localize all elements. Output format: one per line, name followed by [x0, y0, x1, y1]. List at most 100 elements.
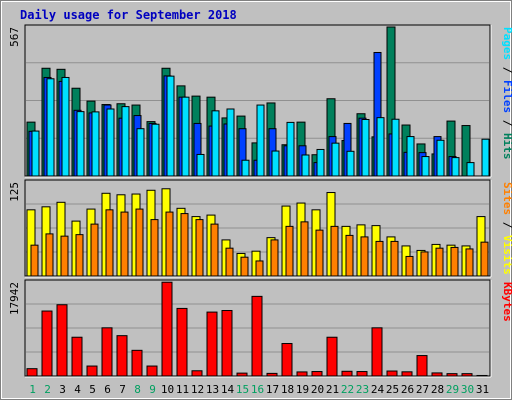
kbytes-bar [461, 373, 473, 377]
sites-bar [330, 225, 339, 277]
day-tick-label: 15 [236, 383, 249, 396]
day-tick-label: 20 [311, 383, 324, 396]
kbytes-bar [101, 327, 113, 377]
kbytes-bar [41, 310, 53, 377]
day-tick-label: 11 [176, 383, 189, 396]
day-tick-label: 10 [161, 383, 174, 396]
pages-bar [436, 139, 445, 177]
visits-ymax-label: 125 [8, 182, 21, 202]
kbytes-bar [326, 336, 338, 377]
sites-bar [360, 236, 369, 277]
kbytes-bar [401, 371, 413, 377]
kbytes-bar [431, 372, 443, 377]
sites-bar [45, 233, 54, 277]
legend-pages: Pages [501, 27, 512, 60]
legend-hits: Hits [501, 133, 512, 160]
sites-bar [450, 246, 459, 277]
sites-bar [210, 223, 219, 277]
pages-bar [286, 121, 295, 177]
sites-bar [480, 241, 489, 277]
day-tick-label: 1 [29, 383, 36, 396]
kbytes-bar [191, 370, 203, 377]
sites-bar [120, 211, 129, 277]
day-tick-label: 25 [386, 383, 399, 396]
day-tick-label: 12 [191, 383, 204, 396]
day-tick-label: 24 [371, 383, 385, 396]
day-tick-label: 6 [104, 383, 111, 396]
legend-sites: Sites [501, 182, 512, 215]
visits-sites-panel [24, 179, 492, 278]
kbytes-bar [386, 370, 398, 377]
pages-bar [361, 119, 370, 177]
sites-bar [180, 213, 189, 277]
sites-bar [240, 256, 249, 277]
pages-bar [346, 150, 355, 177]
pages-bar [196, 153, 205, 177]
day-tick-label: 29 [446, 383, 459, 396]
pages-bar [31, 130, 40, 177]
sites-bar [255, 260, 264, 277]
day-tick-label: 22 [341, 383, 354, 396]
sites-bar [225, 247, 234, 277]
hits-legend: Pages / Files / Hits [501, 27, 512, 160]
pages-bar [226, 108, 235, 177]
sites-bar [195, 219, 204, 277]
kbytes-bar [221, 310, 233, 377]
day-tick-label: 30 [461, 383, 474, 396]
kbytes-bar [446, 373, 458, 377]
sites-bar [315, 229, 324, 277]
day-tick-label: 28 [431, 383, 444, 396]
day-tick-label: 5 [89, 383, 96, 396]
legend-kbytes: KBytes [501, 282, 512, 322]
pages-bar [376, 117, 385, 177]
kbytes-bar [236, 372, 248, 377]
kbytes-bar [86, 365, 98, 377]
kbytes-bar [251, 295, 263, 377]
pages-bar [241, 159, 250, 177]
pages-bar [91, 111, 100, 177]
day-tick-label: 17 [266, 383, 279, 396]
legend-visits: Visits [501, 235, 512, 275]
pages-bar [481, 138, 490, 177]
day-tick-label: 3 [59, 383, 66, 396]
pages-bar [61, 76, 70, 177]
sites-bar [465, 248, 474, 277]
pages-bar [181, 96, 190, 177]
sites-bar [90, 223, 99, 277]
kbytes-bar [146, 365, 158, 377]
kbytes-bar [56, 304, 68, 377]
pages-bar [166, 75, 175, 177]
sites-bar [420, 251, 429, 277]
day-tick-label: 18 [281, 383, 294, 396]
day-tick-label: 9 [149, 383, 156, 396]
kbytes-bar [416, 355, 428, 377]
chart-title: Daily usage for September 2018 [20, 8, 237, 22]
kbytes-bar [281, 343, 293, 377]
sites-bar [270, 239, 279, 277]
kbytes-legend: KBytes [501, 282, 512, 322]
kbytes-bar [311, 371, 323, 377]
legend-files: Files [501, 80, 512, 113]
day-tick-label: 13 [206, 383, 219, 396]
kbytes-bar [356, 371, 368, 377]
kbytes-bar [206, 311, 218, 377]
pages-bar [46, 78, 55, 177]
pages-bar [121, 106, 130, 177]
kbytes-bar [341, 370, 353, 377]
day-tick-label: 23 [356, 383, 369, 396]
pages-bar [301, 154, 310, 177]
day-tick-label: 19 [296, 383, 309, 396]
hits-ymax-label: 567 [8, 27, 21, 47]
sites-bar [75, 234, 84, 277]
sites-bar [435, 247, 444, 277]
kbytes-bar [161, 281, 173, 377]
hits-files-pages-panel [24, 24, 492, 178]
kbytes-ymax-label: 17942 [8, 282, 21, 315]
day-tick-label: 27 [416, 383, 429, 396]
pages-bar [271, 150, 280, 177]
sites-bar [405, 255, 414, 277]
pages-bar [76, 111, 85, 177]
sites-bar [150, 219, 159, 277]
